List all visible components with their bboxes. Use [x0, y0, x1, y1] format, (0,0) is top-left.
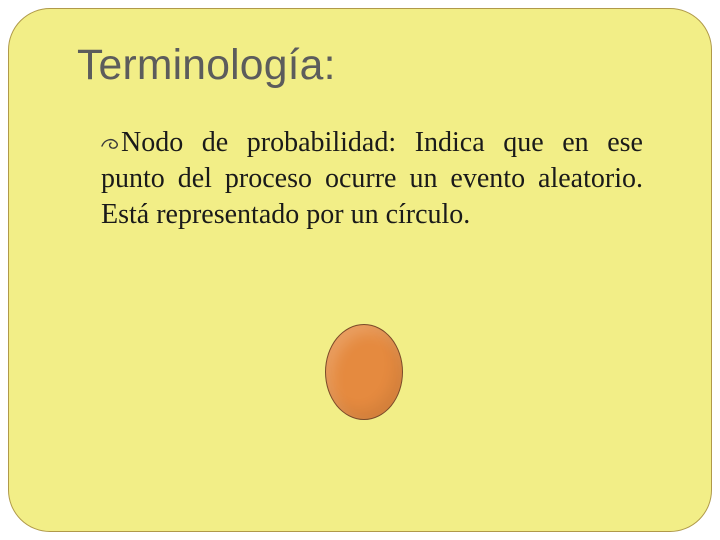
slide-title: Terminología: [77, 41, 336, 90]
swirl-bullet-icon [101, 137, 119, 151]
bullet-paragraph: Nodo de probabilidad: Indica que en ese … [101, 125, 643, 232]
bullet-term: Nodo de probabilidad: [121, 127, 396, 158]
probability-node-shape [325, 324, 403, 420]
slide-panel: Terminología: Nodo de probabilidad: Indi… [8, 8, 712, 532]
slide: Terminología: Nodo de probabilidad: Indi… [0, 0, 720, 540]
